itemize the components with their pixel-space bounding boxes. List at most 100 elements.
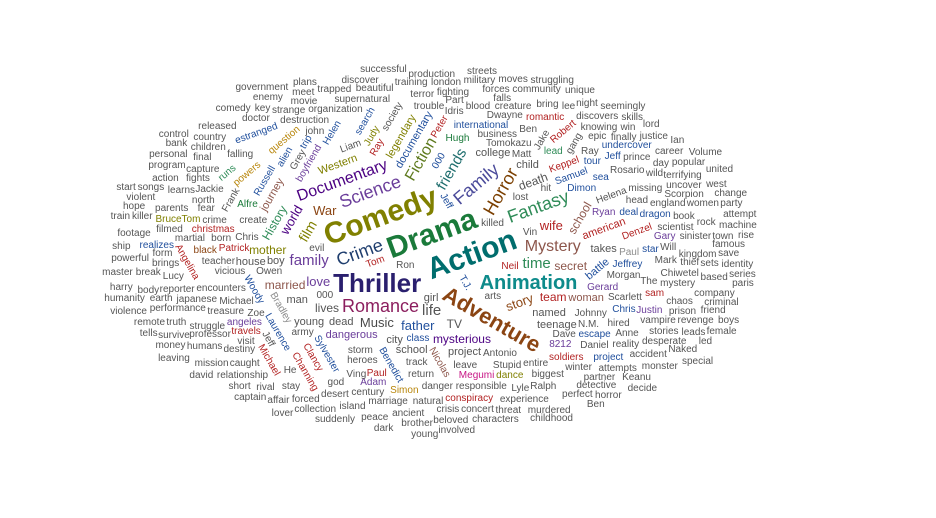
cloud-word: century (351, 386, 385, 398)
cloud-word: TV (446, 317, 462, 332)
cloud-word: north (191, 194, 215, 206)
cloud-word: chaos (666, 295, 693, 307)
cloud-word: trouble (413, 100, 445, 112)
cloud-word: based (700, 272, 728, 284)
cloud-word: book (673, 211, 695, 223)
cloud-word: sinister (679, 231, 712, 243)
cloud-word: father (401, 318, 435, 334)
cloud-word: dark (373, 422, 394, 434)
cloud-word: ancient (392, 407, 425, 419)
cloud-word: dead (329, 316, 354, 329)
cloud-word: accident (629, 349, 667, 361)
cloud-word: caught (229, 357, 260, 369)
cloud-word: prison (668, 305, 697, 317)
cloud-word: save (718, 248, 740, 260)
cloud-word: attempt (723, 209, 757, 221)
cloud-word: project (593, 351, 624, 363)
cloud-word: forces (482, 83, 510, 95)
cloud-word: american (580, 216, 628, 243)
cloud-word: horror (595, 389, 622, 401)
cloud-word: Alfre (237, 199, 258, 211)
cloud-word: survive (158, 329, 190, 341)
cloud-word: return (407, 369, 435, 381)
cloud-word: footage (117, 228, 151, 240)
cloud-word: god (327, 377, 345, 389)
cloud-word: blood (465, 100, 491, 112)
cloud-word: lee (561, 100, 576, 112)
cloud-word: destruction (280, 115, 330, 127)
cloud-word: terror (410, 88, 435, 100)
cloud-word: fear (197, 203, 215, 215)
cloud-word: War (313, 202, 337, 218)
cloud-word: school (395, 344, 428, 357)
cloud-word: Romance (341, 296, 420, 317)
cloud-word: family (289, 252, 329, 270)
cloud-word: struggling (530, 74, 574, 86)
cloud-word: biggest (531, 369, 564, 381)
cloud-word: Lucy (162, 271, 184, 283)
cloud-word: monster (641, 360, 678, 372)
cloud-word: threat (495, 404, 522, 416)
cloud-word: leave (453, 359, 478, 371)
cloud-word: money (155, 339, 186, 351)
cloud-word: stories (649, 326, 679, 338)
cloud-word: Megumi (458, 370, 495, 382)
cloud-word: collection (294, 404, 337, 416)
cloud-word: conspiracy (445, 393, 494, 405)
cloud-word: Ray (581, 145, 599, 157)
cloud-word: control (158, 128, 189, 140)
cloud-word: angeles (226, 317, 262, 329)
cloud-word: affair (267, 395, 290, 407)
cloud-word: Mystery (524, 237, 581, 255)
cloud-word: Jeff (604, 150, 621, 162)
cloud-word: tells (139, 328, 158, 340)
cloud-word: sea (592, 171, 609, 183)
cloud-word: unique (564, 84, 595, 96)
cloud-word: kingdom (678, 248, 717, 260)
cloud-word: famous (712, 239, 746, 251)
cloud-word: Hugh (445, 133, 470, 145)
cloud-word: performance (149, 303, 206, 315)
cloud-word: Owen (256, 266, 283, 278)
cloud-word: Neil (501, 260, 519, 272)
cloud-word: Volume (688, 146, 723, 158)
cloud-word: train (110, 210, 131, 222)
cloud-word: uncover (666, 179, 702, 191)
cloud-word: involved (438, 425, 476, 437)
cloud-word: Idris (444, 106, 464, 118)
cloud-word: army (291, 326, 314, 338)
cloud-word: detective (576, 380, 617, 392)
cloud-word: 8212 (549, 339, 572, 351)
cloud-word: suddenly (314, 414, 355, 426)
cloud-word: lead (543, 146, 563, 158)
cloud-word: takes (590, 243, 617, 256)
cloud-word: Ron (396, 260, 415, 272)
cloud-word: relationship (216, 369, 269, 381)
cloud-word: desperate (641, 335, 687, 347)
cloud-word: evil (309, 242, 325, 254)
cloud-word: murdered (527, 404, 571, 416)
cloud-word: Zoe (247, 308, 265, 320)
cloud-word: plans (292, 77, 317, 89)
cloud-word: earth (149, 293, 173, 305)
cloud-word: Mark (654, 255, 677, 267)
cloud-word: government (235, 82, 289, 94)
cloud-word: winter (565, 362, 592, 374)
cloud-word: violence (110, 306, 147, 318)
cloud-word: boy (266, 255, 285, 268)
cloud-word: child (516, 159, 539, 172)
cloud-word: married (264, 277, 306, 292)
cloud-word: stay (281, 381, 301, 393)
cloud-word: knowing (580, 121, 618, 133)
cloud-word: missing (628, 183, 663, 195)
cloud-word: creature (494, 101, 532, 113)
cloud-word: escape (578, 329, 611, 340)
cloud-word: town (712, 230, 734, 242)
cloud-word: Gerard (587, 281, 619, 293)
cloud-word: machine (718, 220, 757, 232)
cloud-word: Ving (346, 368, 367, 380)
cloud-word: paris (732, 278, 754, 290)
cloud-word: women (686, 198, 719, 210)
cloud-word: movie (290, 95, 318, 107)
cloud-word: Chris (235, 232, 259, 244)
